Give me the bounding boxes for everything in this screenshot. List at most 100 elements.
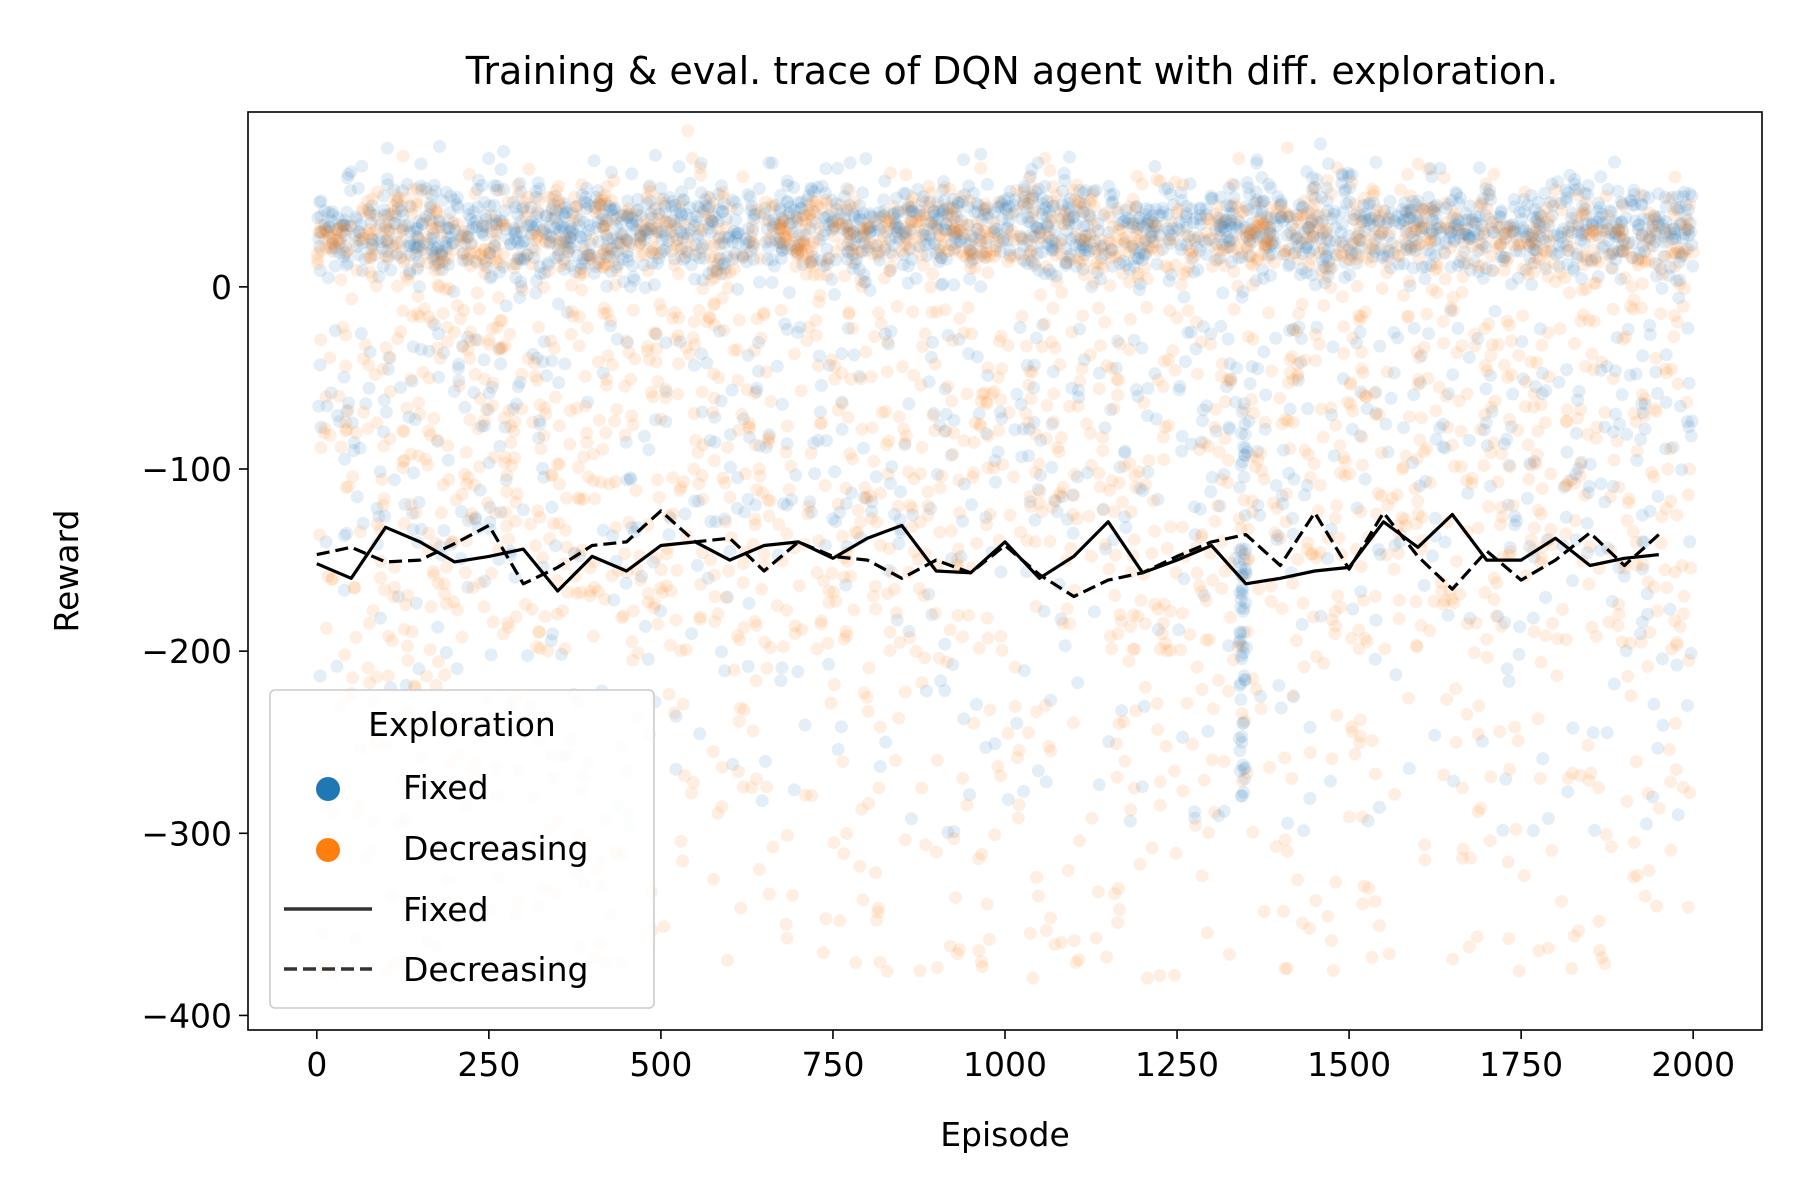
scatter-point-decreasing [334,273,348,287]
scatter-point-decreasing [636,218,650,232]
scatter-point-decreasing [1487,167,1501,181]
scatter-point-fixed [1685,414,1699,428]
scatter-point-decreasing [1582,577,1596,591]
scatter-point-fixed [1467,229,1480,243]
scatter-point-fixed [1561,785,1575,799]
scatter-point-fixed [372,510,386,524]
scatter-point-decreasing [471,422,485,436]
scatter-point-decreasing [988,828,1002,842]
scatter-point-fixed [904,214,918,228]
scatter-point-decreasing [1616,332,1630,346]
scatter-point-fixed [1187,500,1201,514]
scatter-point-fixed [1498,616,1512,630]
scatter-point-fixed [820,242,834,256]
scatter-point-fixed [1288,232,1302,246]
scatter-point-fixed [659,205,672,219]
scatter-point-decreasing [1485,338,1499,352]
scatter-point-fixed [1415,221,1429,235]
scatter-point-fixed [1656,718,1670,732]
scatter-point-decreasing [1368,894,1382,908]
scatter-point-decreasing [1290,634,1303,648]
scatter-point-fixed [1462,230,1476,244]
scatter-point-decreasing [842,307,856,321]
scatter-point-fixed [642,443,656,457]
scatter-point-decreasing [1273,391,1287,405]
scatter-point-fixed [919,684,933,698]
scatter-point-decreasing [1450,346,1464,360]
scatter-point-decreasing [532,624,546,638]
scatter-point-decreasing [485,566,498,580]
scatter-point-fixed [829,197,843,211]
scatter-point-decreasing [396,424,410,438]
scatter-point-fixed [1399,225,1413,239]
scatter-point-fixed [1425,170,1439,184]
scatter-point-fixed [1651,387,1665,400]
scatter-point-decreasing [1122,654,1136,668]
scatter-point-fixed [1619,211,1633,225]
scatter-point-fixed [859,152,873,166]
scatter-point-fixed [587,266,601,280]
scatter-point-decreasing [833,914,847,928]
scatter-point-decreasing [727,663,741,677]
scatter-point-fixed [1634,627,1648,641]
scatter-point-fixed [1304,216,1318,230]
scatter-point-fixed [1494,204,1508,218]
scatter-point-fixed [947,225,961,239]
scatter-point-decreasing [1067,489,1081,502]
scatter-point-fixed [1578,202,1592,216]
scatter-point-fixed [1027,381,1041,395]
scatter-point-fixed [1634,197,1648,211]
scatter-point-decreasing [1382,947,1396,961]
scatter-point-fixed [406,523,420,537]
scatter-point-fixed [1018,190,1032,204]
scatter-point-fixed [1301,402,1315,416]
scatter-point-fixed [1181,229,1195,243]
scatter-point-fixed [804,181,818,195]
scatter-point-decreasing [1624,300,1638,313]
scatter-point-fixed [365,232,379,246]
scatter-point-decreasing [1355,345,1368,359]
scatter-point-fixed [1403,279,1417,293]
scatter-point-decreasing [867,454,881,468]
scatter-point-fixed [712,187,726,201]
scatter-point-decreasing [323,428,337,442]
scatter-point-fixed [885,460,899,474]
scatter-point-fixed [877,205,890,219]
scatter-point-fixed [1585,216,1599,230]
scatter-point-fixed [1406,230,1420,244]
scatter-point-fixed [1349,247,1363,261]
scatter-point-fixed [1247,226,1261,240]
scatter-point-fixed [750,385,763,398]
scatter-point-fixed [1388,214,1401,228]
scatter-point-fixed [1042,230,1056,244]
scatter-point-decreasing [1504,334,1518,348]
scatter-point-fixed [1215,238,1229,252]
scatter-point-fixed [1223,233,1237,247]
scatter-point-decreasing [1427,594,1441,608]
scatter-point-fixed [970,698,983,711]
scatter-point-decreasing [1112,903,1126,916]
scatter-point-fixed [1619,644,1633,658]
scatter-point-fixed [640,197,654,211]
scatter-point-fixed [1403,203,1417,217]
scatter-point-fixed [596,208,610,222]
scatter-point-fixed [1045,460,1059,474]
scatter-point-fixed [563,231,577,245]
scatter-point-fixed [1444,225,1458,239]
scatter-point-fixed [1607,425,1621,439]
scatter-point-fixed [1167,198,1180,212]
scatter-point-fixed [1209,424,1223,438]
scatter-point-fixed [403,225,417,239]
scatter-point-fixed [1628,214,1642,228]
scatter-point-decreasing [1165,215,1179,229]
scatter-point-fixed [1419,260,1433,274]
scatter-point-decreasing [605,194,619,207]
scatter-point-fixed [536,225,550,238]
scatter-point-decreasing [1671,377,1685,391]
scatter-point-decreasing [1002,406,1016,420]
scatter-point-decreasing [1006,207,1020,220]
scatter-point-fixed [557,262,571,276]
scatter-point-fixed [981,368,995,382]
scatter-point-fixed [1038,179,1052,193]
scatter-point-fixed [637,429,651,443]
